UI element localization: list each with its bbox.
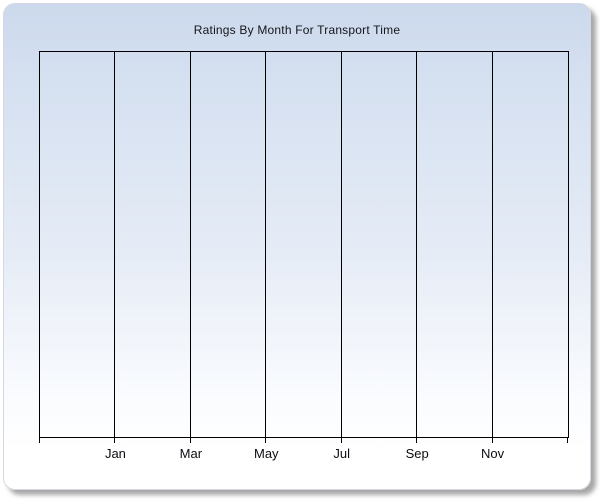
x-tick-label: Jul	[333, 446, 351, 461]
x-axis-tick	[265, 437, 267, 443]
x-axis-tick	[340, 437, 342, 443]
gridline	[491, 52, 493, 437]
x-axis-tick	[189, 437, 191, 443]
gridline	[265, 52, 267, 437]
x-axis-tick	[416, 437, 418, 443]
gridline	[340, 52, 342, 437]
chart-panel: Ratings By Month For Transport Time Jan M…	[3, 3, 591, 490]
plot-area: Jan Mar May Jul Sep Nov	[39, 51, 569, 461]
gridline	[416, 52, 418, 437]
gridline	[114, 52, 116, 437]
x-tick-label: May	[254, 446, 279, 461]
x-tick-label: Jan	[104, 446, 126, 461]
x-tick-label: Nov	[481, 446, 505, 461]
x-tick-label: Sep	[405, 446, 429, 461]
x-axis-tick	[567, 437, 568, 443]
chart-title: Ratings By Month For Transport Time	[193, 23, 401, 37]
x-tick-label: Mar	[179, 446, 203, 461]
x-axis-tick	[491, 437, 493, 443]
gridline	[189, 52, 191, 437]
x-axis-tick	[39, 437, 40, 443]
x-axis-tick	[114, 437, 116, 443]
